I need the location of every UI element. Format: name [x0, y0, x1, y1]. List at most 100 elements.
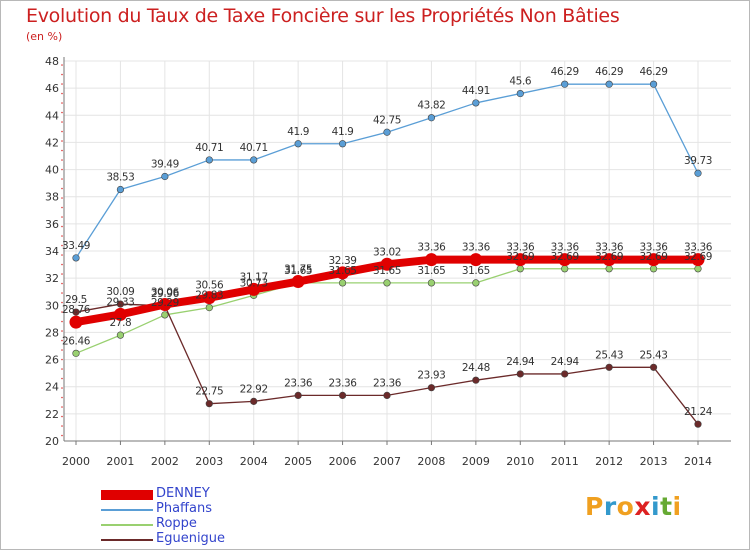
data-point-roppe: [694, 265, 702, 273]
x-tick-label: 2010: [506, 455, 534, 468]
y-tick-label: 46: [45, 82, 59, 95]
data-point-phaffans: [250, 156, 258, 164]
y-tick-label: 30: [45, 299, 59, 312]
data-label: 31.17: [240, 271, 268, 283]
axis-dot: [61, 187, 63, 190]
logo-letter: i: [672, 492, 682, 521]
data-label: 30.06: [151, 286, 180, 298]
axis-dot: [61, 320, 63, 323]
data-label: 22.92: [240, 383, 268, 395]
data-label: 40.71: [240, 142, 268, 154]
data-label: 30.09: [106, 286, 134, 298]
y-tick-label: 26: [45, 354, 59, 367]
data-label: 44.91: [462, 85, 490, 97]
data-point-roppe: [427, 279, 436, 287]
data-label: 26.46: [62, 335, 91, 347]
data-label: 29.33: [106, 296, 134, 308]
x-tick-label: 2012: [595, 455, 623, 468]
axis-dot: [61, 349, 63, 351]
data-point-denney: [158, 297, 172, 311]
axis-dot: [61, 92, 63, 95]
axis-dot: [61, 434, 63, 437]
data-label: 29.96: [151, 288, 180, 300]
axis-dot: [61, 73, 63, 76]
data-label: 31.65: [329, 265, 357, 277]
data-point-eguenigue: [72, 308, 80, 316]
data-point-eguenigue: [250, 397, 258, 405]
data-label: 33.36: [506, 242, 535, 254]
data-label: 31.65: [417, 265, 445, 277]
data-point-eguenigue: [294, 391, 302, 400]
axis-dot: [61, 254, 63, 256]
data-label: 33.36: [595, 242, 624, 254]
axis-dot: [61, 83, 63, 85]
data-point-denney: [247, 282, 261, 296]
axis-dot: [61, 64, 63, 66]
logo-letter: o: [616, 492, 635, 521]
data-point-phaffans: [205, 156, 213, 164]
data-label: 46.29: [595, 66, 623, 78]
y-tick-label: 28: [45, 326, 59, 339]
x-tick-label: 2009: [462, 455, 490, 468]
logo-letter: P: [585, 492, 604, 521]
axis-dot: [61, 311, 63, 313]
data-point-phaffans: [338, 140, 347, 148]
data-point-phaffans: [161, 172, 169, 181]
axis-dot: [61, 263, 63, 266]
legend-label: Eguenigue: [156, 531, 226, 546]
chart-title: Evolution du Taux de Taxe Foncière sur l…: [26, 5, 620, 27]
y-tick-label: 36: [45, 218, 59, 231]
data-label: 45.6: [509, 76, 531, 88]
data-point-roppe: [338, 279, 347, 287]
data-label: 33.02: [373, 246, 401, 258]
data-point-phaffans: [427, 114, 436, 122]
data-point-roppe: [205, 303, 213, 312]
data-label: 21.24: [684, 406, 713, 418]
data-label: 23.36: [329, 377, 358, 389]
data-label: 22.75: [195, 386, 223, 398]
axis-dot: [61, 102, 63, 104]
legend-swatch: [101, 490, 153, 500]
x-tick-label: 2000: [62, 455, 90, 468]
data-label: 33.36: [462, 242, 491, 254]
y-tick-label: 44: [45, 109, 59, 122]
y-tick-label: 22: [45, 408, 59, 421]
data-label: 29.5: [65, 294, 87, 306]
data-point-denney: [602, 253, 616, 267]
y-tick-label: 40: [45, 164, 59, 177]
data-label: 29.29: [151, 297, 179, 309]
x-tick-label: 2005: [284, 455, 312, 468]
data-label: 39.49: [151, 158, 179, 170]
data-label: 33.36: [551, 242, 580, 254]
data-label: 31.65: [462, 265, 490, 277]
data-label: 32.69: [551, 251, 579, 263]
axis-dot: [61, 130, 63, 133]
axis-dot: [61, 235, 63, 237]
data-point-eguenigue: [205, 400, 213, 408]
data-point-eguenigue: [427, 384, 436, 392]
data-label: 25.43: [595, 349, 623, 361]
data-label: 32.69: [506, 251, 534, 263]
axis-dot: [61, 301, 63, 304]
logo-letter: t: [660, 492, 673, 521]
data-point-roppe: [516, 265, 524, 273]
data-point-eguenigue: [649, 363, 658, 371]
data-point-phaffans: [649, 80, 658, 88]
axis-dot: [61, 244, 63, 247]
y-tick-label: 48: [45, 55, 59, 68]
data-point-eguenigue: [338, 391, 347, 400]
data-label: 43.82: [417, 100, 445, 112]
data-point-roppe: [649, 265, 658, 273]
data-label: 46.29: [551, 66, 579, 78]
data-point-denney: [336, 266, 350, 280]
data-point-phaffans: [472, 99, 480, 107]
legend-swatch: [101, 509, 153, 511]
data-label: 25.43: [640, 349, 668, 361]
data-point-denney: [202, 291, 216, 305]
data-label: 40.71: [195, 142, 223, 154]
axis-dot: [61, 206, 63, 209]
x-tick-label: 2001: [106, 455, 134, 468]
data-label: 24.94: [506, 356, 535, 368]
legend-swatch: [101, 539, 153, 541]
data-label: 33.36: [640, 242, 669, 254]
